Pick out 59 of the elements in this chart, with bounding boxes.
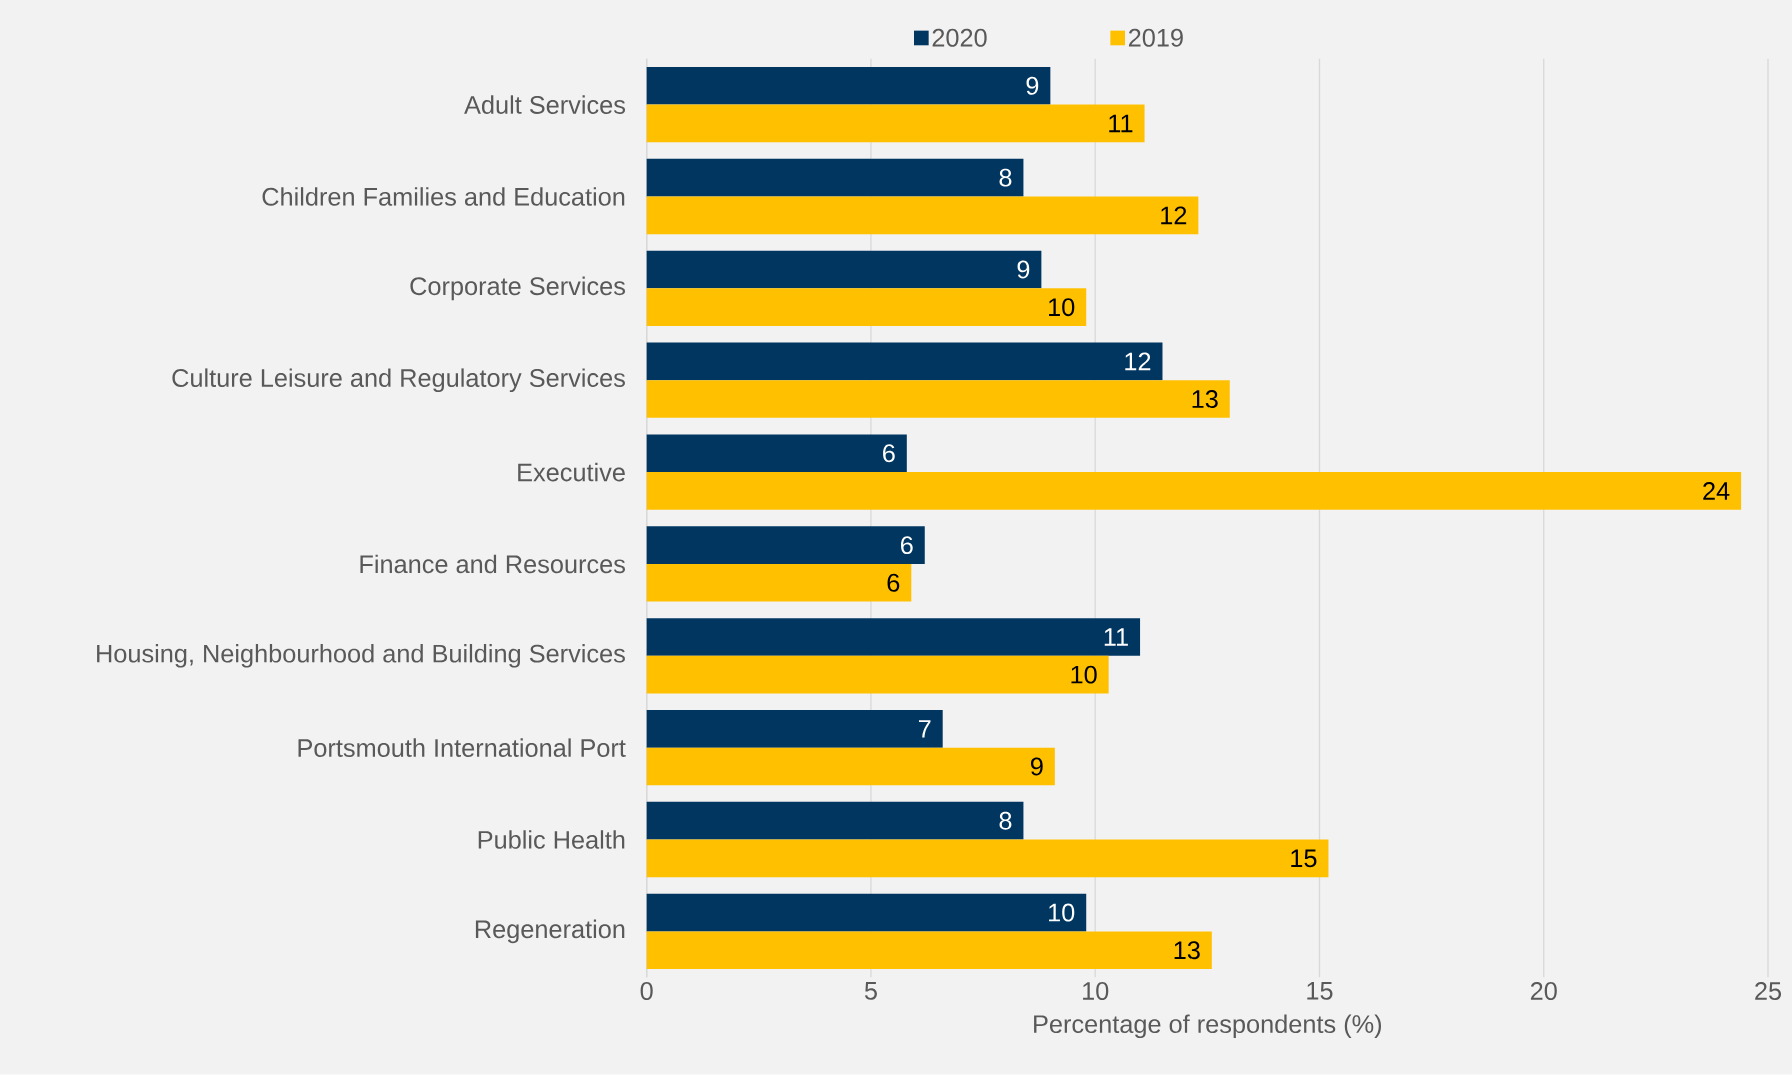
bar [646, 104, 1145, 143]
bar [646, 931, 1212, 970]
y-tick-label: Portsmouth International Port [298, 738, 626, 758]
y-tick-label: Executive [518, 462, 625, 482]
bar [646, 710, 943, 748]
data-label: 10 [1049, 903, 1075, 922]
bar [646, 893, 1087, 932]
bar [646, 802, 1024, 840]
y-tick-label: Children Families and Education [262, 187, 625, 206]
data-label: 6 [883, 444, 895, 463]
data-label: 7 [918, 720, 931, 738]
data-label: 10 [1071, 665, 1097, 684]
bar [646, 434, 907, 473]
x-tick-label: 10 [1083, 982, 1109, 1001]
bar [646, 655, 1109, 694]
y-tick-label: Housing, Neighbourhood and Building Services [97, 644, 625, 668]
data-label: 12 [1161, 206, 1187, 225]
bar [646, 526, 925, 565]
data-label: 6 [901, 536, 913, 555]
y-tick-label: Adult Services [464, 95, 625, 115]
data-label: 9 [1017, 260, 1030, 279]
y-tick-label: Public Health [478, 830, 625, 850]
data-label: 6 [887, 573, 900, 592]
x-tick-label: 15 [1307, 982, 1333, 1000]
bar [646, 564, 912, 602]
legend-label: 2019 [1128, 28, 1183, 47]
x-tick-label: 0 [640, 982, 653, 1001]
data-label: 8 [999, 168, 1012, 187]
legend-label: 2020 [932, 28, 987, 47]
bar [646, 158, 1024, 197]
bar [646, 747, 1055, 786]
y-tick-label: Corporate Services [410, 276, 625, 301]
data-label: 15 [1291, 849, 1317, 868]
y-tick-label: Culture Leisure and Regulatory Services [172, 368, 625, 393]
x-tick-label: 5 [864, 982, 877, 1000]
bar [646, 839, 1329, 878]
bar [646, 342, 1163, 381]
bar [646, 250, 1042, 289]
data-label: 10 [1049, 298, 1075, 317]
bar [646, 288, 1087, 327]
bar [646, 196, 1199, 235]
data-label: 13 [1174, 941, 1200, 960]
bar [646, 618, 1141, 656]
data-label: 11 [1109, 114, 1133, 133]
data-label: 9 [1026, 76, 1039, 95]
data-label: 24 [1703, 482, 1730, 500]
data-label: 8 [999, 811, 1012, 830]
data-label: 12 [1125, 352, 1151, 371]
data-label: 11 [1104, 628, 1128, 646]
bar [646, 380, 1230, 419]
x-tick-label: 25 [1755, 982, 1782, 1001]
y-tick-label: Finance and Resources [360, 554, 625, 574]
bar [646, 472, 1742, 510]
y-tick-label: Regeneration [475, 919, 625, 944]
data-label: 13 [1192, 390, 1218, 409]
x-tick-label: 20 [1530, 982, 1557, 1001]
data-label: 9 [1031, 757, 1043, 776]
bar [646, 67, 1051, 105]
x-axis-title: Percentage of respondents (%) [1034, 1014, 1382, 1039]
